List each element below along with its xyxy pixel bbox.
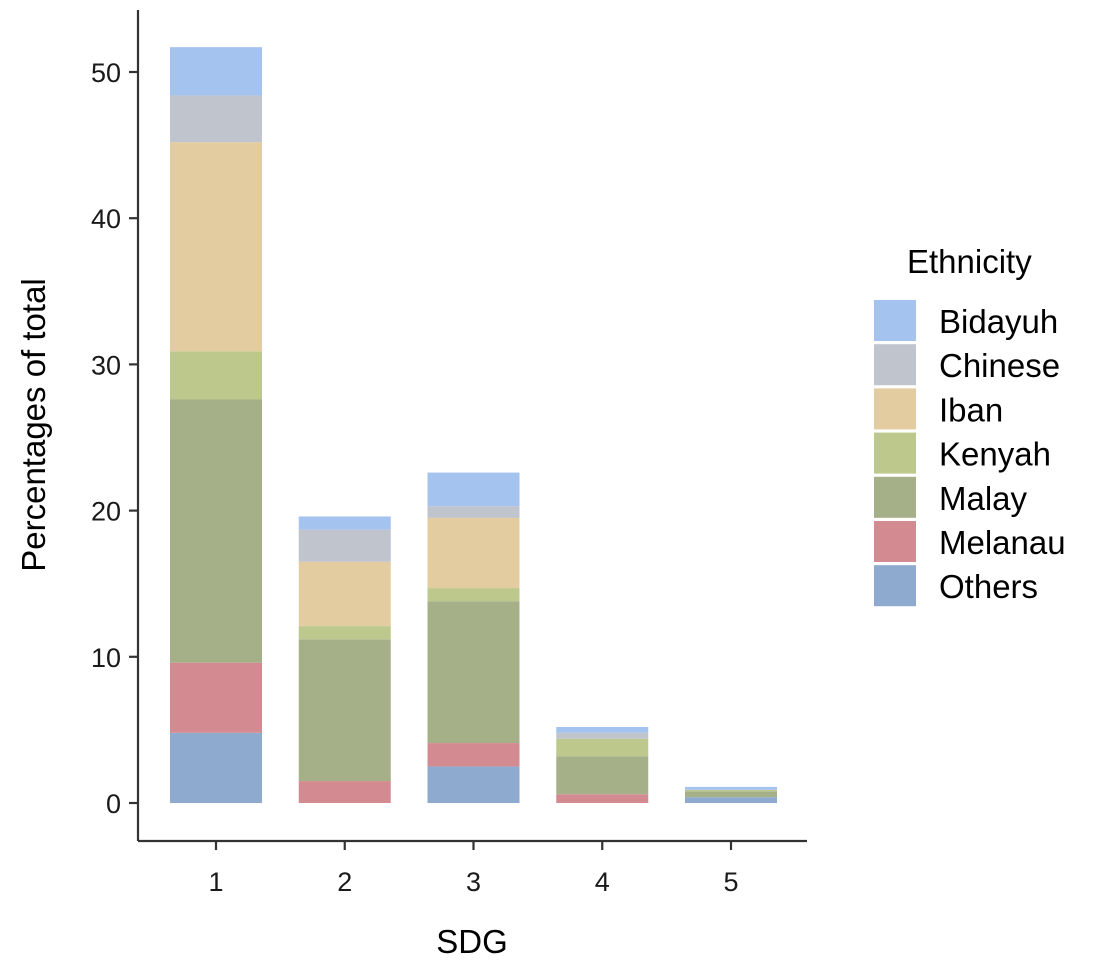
- legend-label-iban: Iban: [939, 391, 1003, 428]
- bar-segment-sdg4-kenyah: [556, 738, 649, 757]
- bars-layer: [170, 47, 777, 803]
- bar-segment-sdg4-chinese: [556, 732, 649, 739]
- bar-segment-sdg4-bidayuh: [556, 726, 649, 733]
- bar-segment-sdg3-melanau: [427, 743, 520, 767]
- bar-segment-sdg5-malay: [685, 791, 777, 798]
- bar-segment-sdg5-bidayuh: [685, 786, 777, 790]
- bar-segment-sdg3-others: [427, 766, 520, 803]
- x-ticks: 1 2 3 4 5: [208, 841, 739, 897]
- bar-segment-sdg1-iban: [170, 142, 262, 352]
- bar-segment-sdg1-bidayuh: [170, 47, 262, 96]
- y-tick-label-0: 0: [106, 789, 121, 819]
- bar-segment-sdg2-iban: [298, 561, 391, 627]
- bar-segment-sdg2-kenyah: [298, 626, 391, 640]
- y-tick-label-40: 40: [91, 204, 121, 234]
- legend-swatch-melanau: [874, 521, 916, 562]
- y-axis-title: Percentages of total: [15, 278, 52, 572]
- legend-title: Ethnicity: [907, 243, 1032, 280]
- legend-label-malay: Malay: [939, 480, 1028, 517]
- bar-segment-sdg3-chinese: [427, 506, 520, 518]
- bar-segment-sdg4-melanau: [556, 794, 649, 803]
- bar-segment-sdg4-malay: [556, 756, 649, 795]
- x-tick-label-1: 1: [208, 867, 223, 897]
- bar-segment-sdg5-kenyah: [685, 789, 777, 792]
- bar-segment-sdg2-malay: [298, 639, 391, 782]
- bar-segment-sdg5-others: [685, 797, 777, 803]
- bar-segment-sdg2-melanau: [298, 781, 391, 803]
- x-tick-label-2: 2: [337, 867, 352, 897]
- bar-segment-sdg1-chinese: [170, 95, 262, 143]
- legend-label-chinese: Chinese: [939, 347, 1060, 384]
- x-axis-title: SDG: [436, 923, 508, 960]
- y-tick-label-30: 30: [91, 350, 121, 380]
- y-ticks: 0 10 20 30 40 50: [91, 58, 138, 819]
- x-tick-label-4: 4: [595, 867, 610, 897]
- bar-segment-sdg1-malay: [170, 399, 262, 663]
- bar-segment-sdg2-bidayuh: [298, 516, 391, 530]
- legend-swatch-bidayuh: [874, 300, 916, 341]
- legend-label-melanau: Melanau: [939, 524, 1066, 561]
- y-tick-label-20: 20: [91, 497, 121, 527]
- bar-segment-sdg1-melanau: [170, 662, 262, 733]
- x-tick-label-5: 5: [723, 867, 738, 897]
- legend-swatch-others: [874, 565, 916, 607]
- legend-label-kenyah: Kenyah: [939, 436, 1051, 473]
- y-tick-label-50: 50: [91, 58, 121, 88]
- y-tick-label-10: 10: [91, 643, 121, 673]
- x-tick-label-3: 3: [466, 867, 481, 897]
- bar-segment-sdg3-iban: [427, 517, 520, 589]
- legend-swatch-chinese: [874, 344, 916, 386]
- legend-swatch-iban: [874, 388, 916, 430]
- bar-segment-sdg3-kenyah: [427, 588, 520, 602]
- legend-label-bidayuh: Bidayuh: [939, 303, 1058, 340]
- bar-segment-sdg2-chinese: [298, 529, 391, 562]
- bar-segment-sdg1-kenyah: [170, 351, 262, 400]
- bar-segment-sdg3-malay: [427, 601, 520, 744]
- legend-swatch-kenyah: [874, 432, 916, 474]
- bar-segment-sdg1-others: [170, 732, 262, 803]
- legend-swatch-malay: [874, 476, 916, 518]
- bar-segment-sdg3-bidayuh: [427, 472, 520, 507]
- legend-label-others: Others: [939, 568, 1038, 605]
- legend: Ethnicity Bidayuh Chinese Iban Kenyah Malay M…: [874, 243, 1066, 607]
